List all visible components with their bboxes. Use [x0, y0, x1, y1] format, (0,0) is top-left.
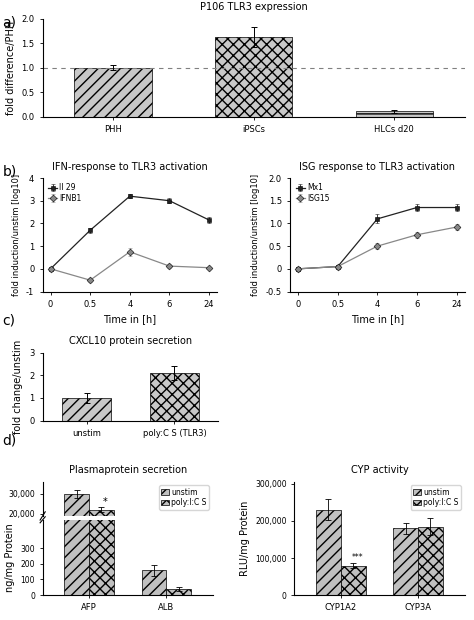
Bar — [418, 526, 443, 595]
Bar — [393, 528, 418, 595]
Bar — [142, 570, 166, 595]
Y-axis label: fold difference/PHH: fold difference/PHH — [6, 20, 16, 115]
Title: Plasmaprotein secretion: Plasmaprotein secretion — [69, 466, 187, 476]
Legend: Mx1, ISG15: Mx1, ISG15 — [294, 182, 331, 205]
Bar — [89, 510, 114, 554]
Y-axis label: ng/mg Protein: ng/mg Protein — [5, 523, 15, 592]
Text: a): a) — [2, 16, 17, 30]
Y-axis label: fold induction/unstim [log10]: fold induction/unstim [log10] — [11, 174, 20, 296]
Bar — [356, 111, 433, 117]
Text: d): d) — [2, 434, 17, 448]
X-axis label: Time in [h]: Time in [h] — [351, 314, 404, 324]
Title: P106 TLR3 expression: P106 TLR3 expression — [200, 2, 308, 12]
Bar — [150, 373, 199, 420]
Bar — [64, 0, 89, 595]
Text: ***: *** — [351, 553, 363, 562]
Bar — [74, 68, 152, 117]
Legend: Il 29, IFNB1: Il 29, IFNB1 — [46, 182, 83, 205]
Bar — [64, 494, 89, 554]
Bar — [341, 565, 365, 595]
Text: *: * — [103, 497, 108, 507]
Bar — [166, 589, 191, 595]
Y-axis label: fold induction/unstim [log10]: fold induction/unstim [log10] — [251, 174, 260, 296]
Bar — [316, 510, 341, 595]
Y-axis label: fold change/unstim: fold change/unstim — [13, 340, 23, 434]
Y-axis label: RLU/mg Protein: RLU/mg Protein — [239, 501, 250, 576]
Legend: unstim, poly:I:C S: unstim, poly:I:C S — [411, 485, 461, 510]
Title: IFN-response to TLR3 activation: IFN-response to TLR3 activation — [52, 162, 208, 172]
Title: CXCL10 protein secretion: CXCL10 protein secretion — [69, 336, 192, 346]
X-axis label: Time in [h]: Time in [h] — [103, 314, 156, 324]
Legend: unstim, poly:I:C S: unstim, poly:I:C S — [159, 485, 209, 510]
Bar — [63, 398, 111, 420]
Bar — [215, 37, 292, 117]
Bar — [89, 0, 114, 595]
Text: c): c) — [2, 313, 15, 327]
Title: ISG response to TLR3 activation: ISG response to TLR3 activation — [300, 162, 456, 172]
Title: CYP activity: CYP activity — [351, 466, 408, 476]
Text: b): b) — [2, 164, 17, 179]
